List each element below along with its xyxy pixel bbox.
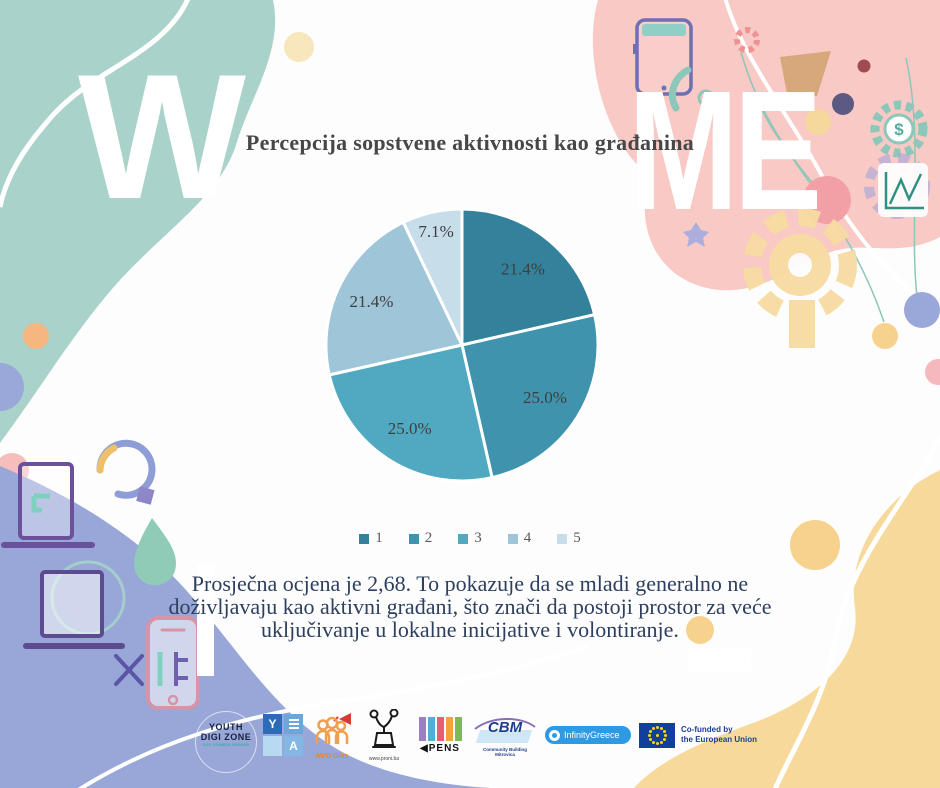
star-shape bbox=[683, 222, 709, 247]
annotation-text: Prosječna ocjena je 2,68. To pokazuje da… bbox=[168, 571, 772, 643]
podium-person-icon bbox=[369, 708, 399, 748]
people-megaphone-icon bbox=[315, 713, 351, 744]
cbm-name: CBM bbox=[487, 719, 523, 736]
eu-line1: Co-funded by bbox=[681, 725, 733, 735]
periwinkle-blob-bottom-left bbox=[0, 439, 589, 788]
yellow-blob-bottom-right bbox=[634, 433, 940, 788]
pie-slice-label: 21.4% bbox=[349, 292, 393, 311]
nvo-glas-logo: NVO Glas bbox=[311, 710, 353, 760]
pink-blob-top-right: $ bbox=[592, 0, 940, 385]
legend-label: 3 bbox=[474, 530, 482, 546]
laptop-icon bbox=[23, 570, 125, 649]
pie-slice-2 bbox=[460, 313, 600, 480]
ya-logo: Y A bbox=[263, 714, 303, 756]
pie-slice-5 bbox=[401, 207, 464, 347]
pie-slice-3 bbox=[327, 343, 494, 483]
purple-dot bbox=[832, 93, 854, 115]
tablet-icon bbox=[633, 18, 693, 96]
smartphone-icon bbox=[146, 616, 200, 710]
pens-logo: ◀PENS bbox=[415, 716, 465, 754]
youth-digi-zone-logo: YOUTH DIGI ZONE OUR COMMON GROUND bbox=[195, 711, 257, 774]
gear-icon bbox=[669, 27, 760, 112]
ya-empty-cell bbox=[263, 736, 282, 756]
eu-line2: the European Union bbox=[681, 735, 757, 744]
legend-item-2: 2 bbox=[408, 530, 433, 547]
line-chart-icon bbox=[878, 163, 928, 217]
legend-swatch bbox=[557, 533, 568, 544]
legend-swatch bbox=[458, 533, 469, 544]
legend-label: 4 bbox=[523, 530, 532, 546]
watermark-fragment bbox=[688, 649, 751, 671]
legend-swatch bbox=[408, 533, 419, 544]
tan-shape bbox=[780, 51, 831, 99]
legend-swatch bbox=[359, 533, 370, 544]
infinity-dot-icon bbox=[549, 729, 560, 741]
legend-label: 2 bbox=[424, 530, 433, 546]
ya-y-cell: Y bbox=[263, 714, 282, 734]
legend-item-4: 4 bbox=[507, 530, 532, 547]
legend-item-5: 5 bbox=[557, 530, 581, 547]
maroon-dot bbox=[857, 59, 871, 73]
legend-label: 1 bbox=[375, 530, 383, 546]
chart-title: Percepcija sopstvene aktivnosti kao građ… bbox=[245, 130, 695, 155]
infinity-greece-name: InfinityGreece bbox=[564, 730, 620, 740]
legend-label: 5 bbox=[573, 530, 581, 546]
watermark-fragment bbox=[197, 564, 214, 676]
yellow-dot bbox=[872, 323, 898, 349]
eu-text: Co-funded by the European Union bbox=[681, 725, 757, 744]
refresh-arrows-icon bbox=[96, 439, 156, 505]
pie-slice-label: 25.0% bbox=[388, 419, 432, 438]
nvo-glas-name: NVO Glas bbox=[315, 753, 349, 760]
globe-icon bbox=[195, 711, 257, 774]
pie-slice-4 bbox=[324, 220, 464, 377]
pie-slice-label: 25.0% bbox=[523, 388, 567, 407]
periwinkle-dot bbox=[904, 292, 940, 328]
laptop-icon bbox=[1, 462, 95, 548]
cbm-swoosh bbox=[474, 718, 536, 730]
pie-slice-label: 21.4% bbox=[501, 259, 545, 278]
infinity-greece-logo: InfinityGreece bbox=[545, 726, 631, 744]
cbm-logo: CBM Community Building Mitrovica bbox=[473, 713, 537, 757]
dollar-gear-icon: $ bbox=[870, 100, 928, 158]
ya-a-cell: A bbox=[284, 736, 303, 756]
cbm-subtitle: Community Building Mitrovica bbox=[483, 747, 527, 757]
partner-logos-bar: YOUTH DIGI ZONE OUR COMMON GROUND Y A NV… bbox=[195, 702, 757, 774]
pink-dot bbox=[925, 359, 940, 385]
teal-blob-top-left bbox=[0, 0, 276, 443]
crossed-arrows-icon bbox=[114, 654, 144, 686]
scattered-dots bbox=[0, 32, 840, 644]
legend-swatch bbox=[507, 533, 518, 544]
pie-slice-label: 7.1% bbox=[418, 222, 453, 241]
pie-slice-1 bbox=[460, 207, 597, 347]
water-drop-shape bbox=[134, 518, 177, 586]
pens-stripes bbox=[415, 716, 465, 741]
legend-item-1: 1 bbox=[359, 530, 383, 547]
eu-flag-icon bbox=[639, 722, 675, 748]
eu-cofunded-logo: Co-funded by the European Union bbox=[639, 722, 757, 748]
chart-legend: 1 2 3 4 5 bbox=[0, 530, 940, 549]
yellow-dot bbox=[805, 109, 831, 135]
proni-url: www.proni.ba bbox=[368, 755, 399, 762]
proni-logo: www.proni.ba bbox=[361, 708, 407, 762]
yellow-gear-shape bbox=[743, 208, 857, 348]
ya-doc-cell bbox=[284, 714, 303, 734]
legend-item-3: 3 bbox=[458, 530, 482, 547]
pie-chart: 21.4% 25.0% 25.0% 21.4% 7.1% bbox=[312, 195, 612, 495]
pens-wordmark: ◀PENS bbox=[420, 742, 460, 754]
svg-text:$: $ bbox=[894, 120, 904, 139]
